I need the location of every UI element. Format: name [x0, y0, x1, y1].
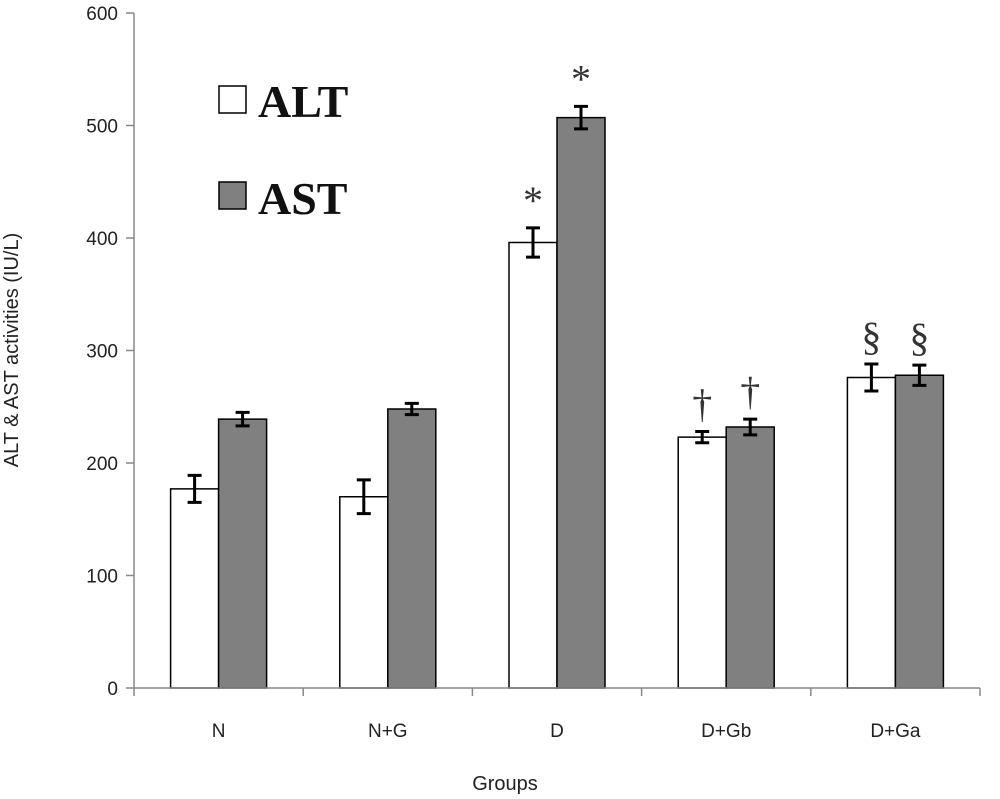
bar-alt: [508, 241, 558, 689]
bar-ast: [725, 426, 775, 689]
x-tick-label: N+G: [368, 721, 408, 742]
error-bar: [864, 362, 879, 393]
legend-label-alt: ALT: [258, 76, 348, 127]
bar-ast: [217, 418, 268, 689]
bar-alt: [339, 496, 389, 689]
error-bar: [526, 226, 540, 259]
y-tick-label: 400: [86, 229, 118, 250]
error-bar: [912, 363, 927, 387]
bar-alt: [677, 436, 727, 689]
significance-mark: *: [523, 178, 543, 223]
error-bar: [356, 478, 371, 516]
significance-mark: †: [692, 382, 712, 427]
significance-mark: *: [571, 56, 591, 101]
tick-labels: 0 100 200 300 400 500 600 N N+G D D+Gb D+Ga: [86, 4, 921, 742]
error-bar: [187, 473, 202, 504]
bar-alt: [169, 488, 220, 689]
legend-swatch-alt: [218, 85, 247, 114]
x-tick-label: N: [212, 721, 226, 742]
significance-mark: §: [861, 314, 881, 359]
x-tick-label: D+Gb: [701, 721, 751, 742]
legend-swatch-ast: [218, 181, 247, 210]
axes: [126, 12, 981, 696]
y-tick-label: 0: [107, 679, 118, 700]
legend: ALT AST: [218, 76, 348, 224]
y-tick-label: 500: [86, 117, 118, 138]
bar-ast: [387, 408, 437, 689]
x-tick-label: D+Ga: [870, 721, 921, 742]
bar-ast: [556, 116, 606, 689]
error-bar: [235, 410, 250, 428]
significance-mark: †: [740, 369, 760, 414]
significance-mark: §: [909, 315, 929, 360]
y-tick-label: 200: [86, 454, 118, 475]
bar-ast: [894, 374, 945, 689]
error-bar: [404, 401, 419, 417]
x-tick-label: D: [550, 721, 564, 742]
y-tick-label: 100: [86, 567, 118, 588]
y-tick-label: 300: [86, 342, 118, 363]
error-bar: [743, 417, 758, 437]
significance-annotations: * * † † § §: [523, 56, 929, 426]
x-axis-title: Groups: [472, 773, 538, 795]
error-bar: [574, 104, 588, 131]
error-bars: [187, 104, 927, 516]
y-axis-title: ALT & AST activities (IU/L): [1, 233, 23, 468]
bar-alt: [846, 376, 897, 689]
error-bar: [695, 430, 710, 445]
legend-label-ast: AST: [258, 173, 347, 224]
y-tick-label: 600: [86, 4, 118, 25]
